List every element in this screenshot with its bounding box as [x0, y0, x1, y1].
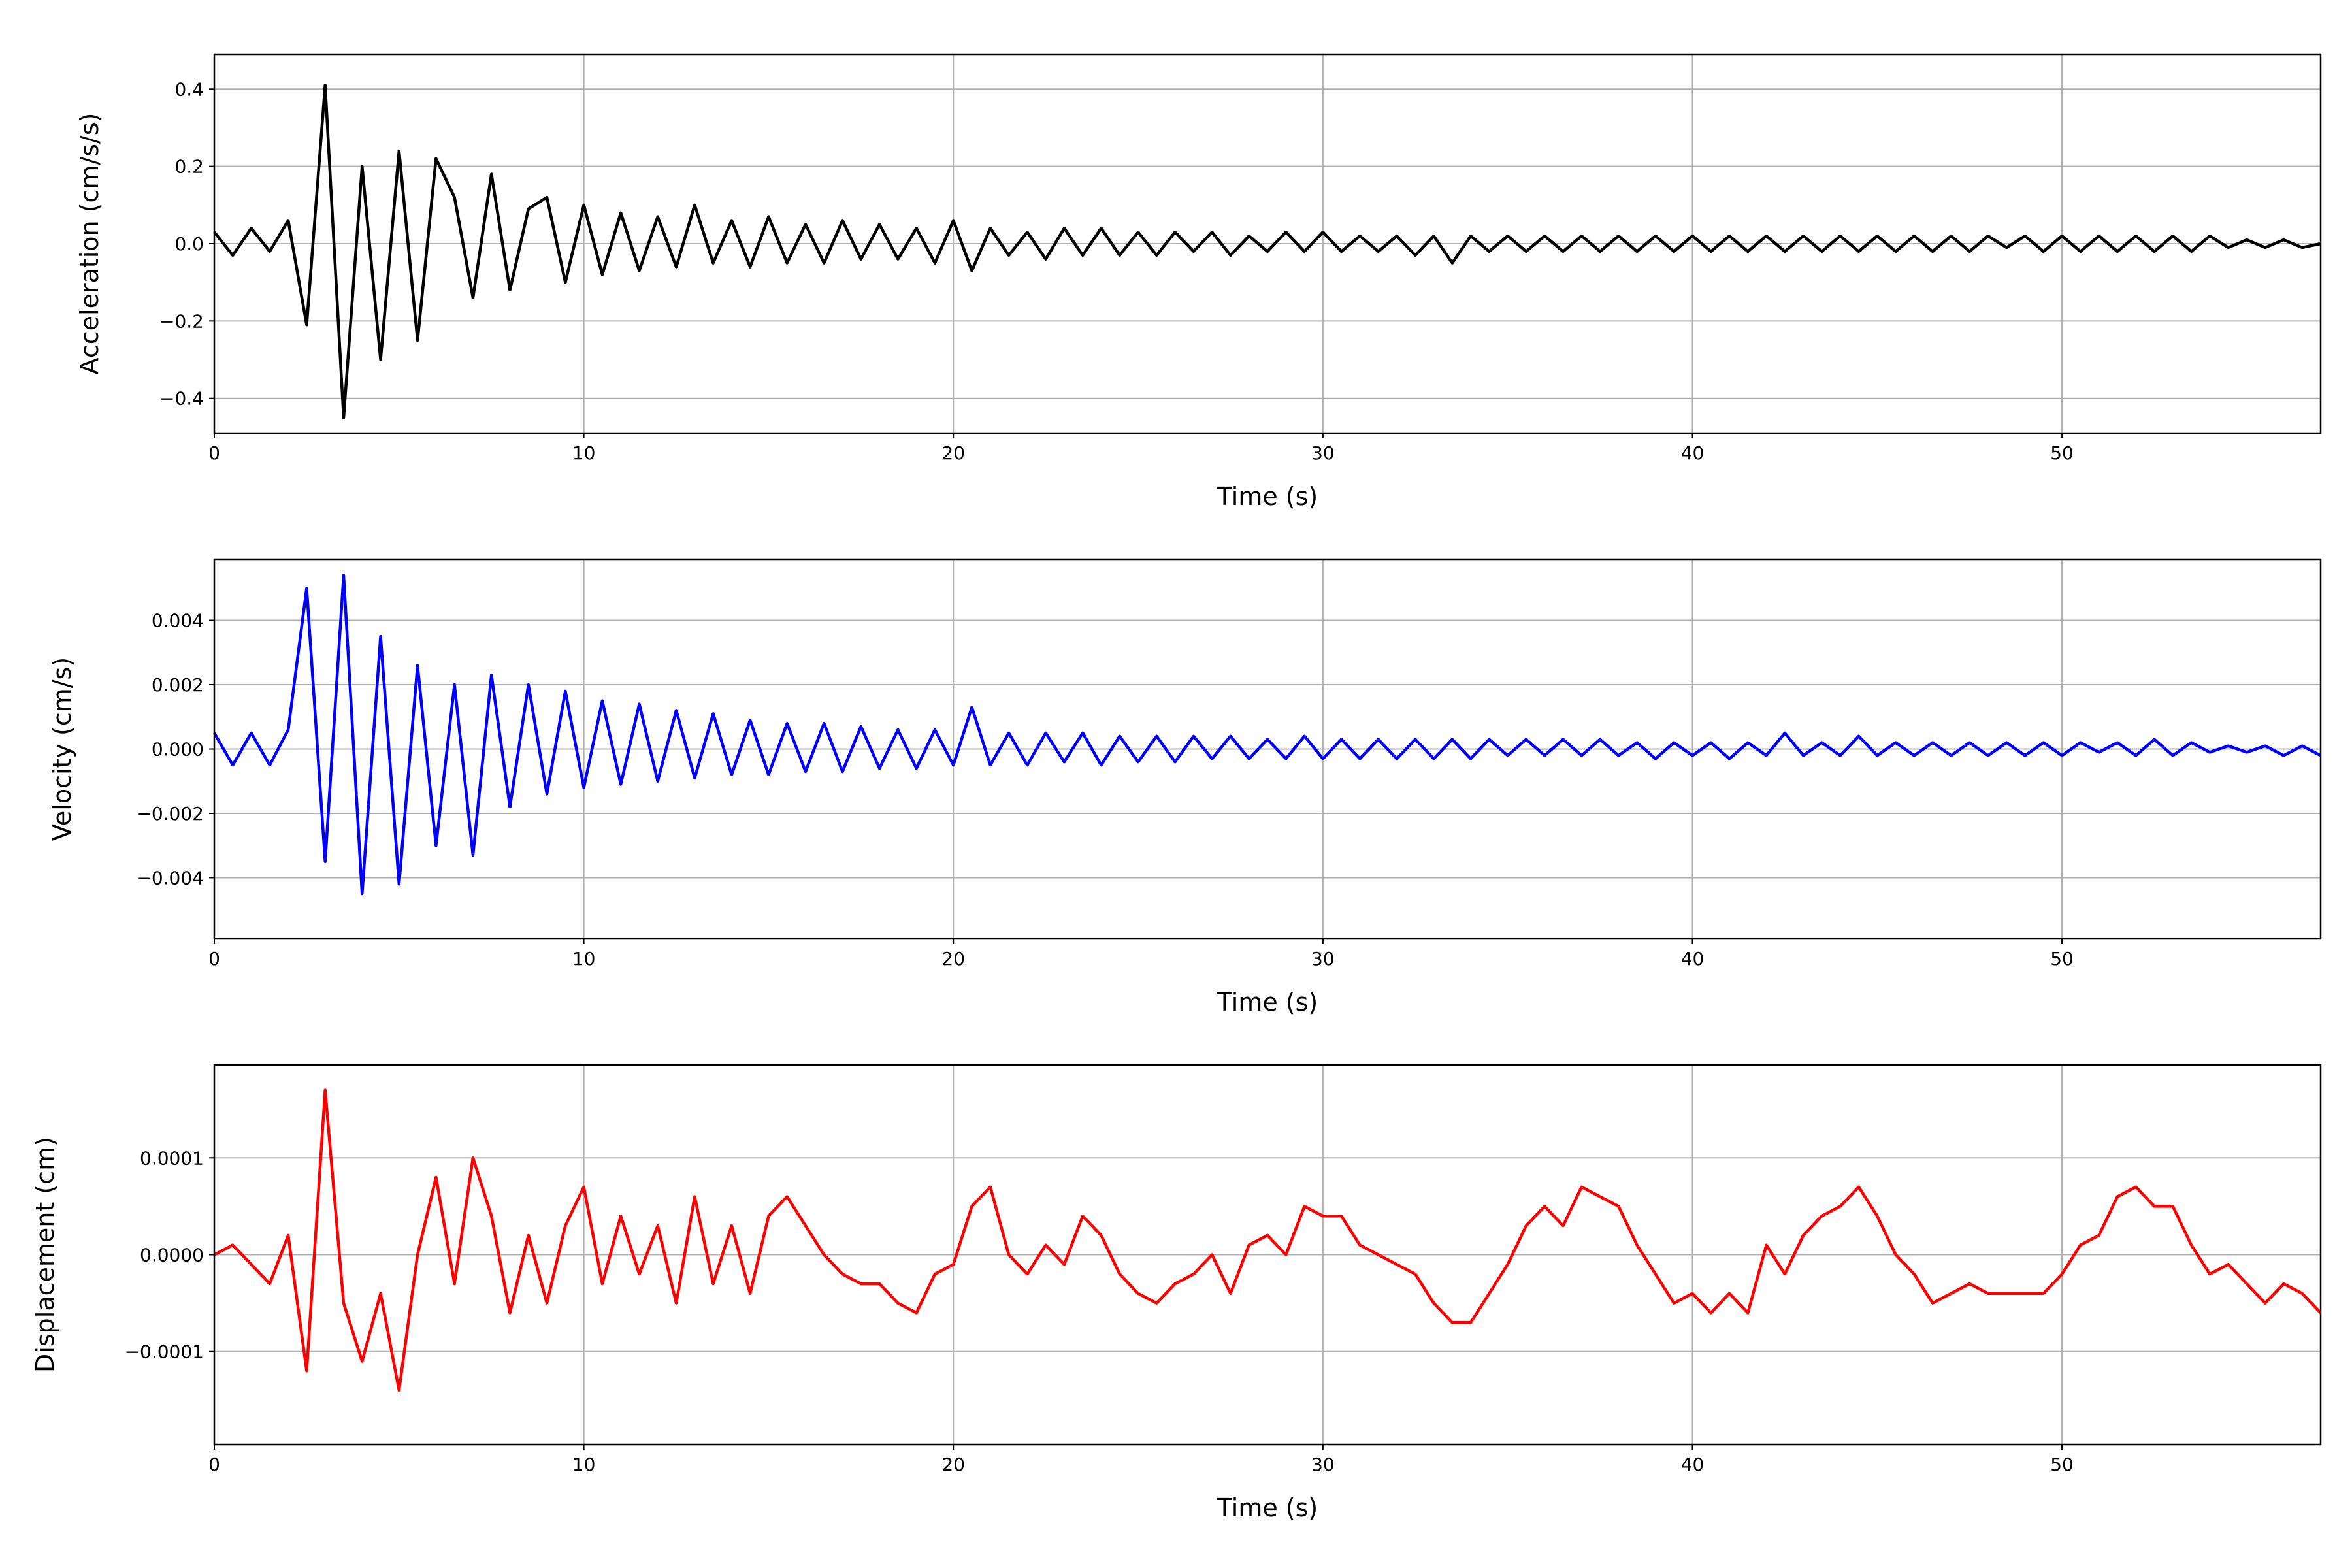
signal-line	[213, 574, 2322, 896]
x-tick-label: 30	[1311, 948, 1335, 970]
panel: 0 10 20 30 40 50 −0.0001 0.0000 0.0001 Time (s) Di…	[31, 1064, 2322, 1522]
y-axis-label: Acceleration (cm/s/s)	[75, 113, 104, 375]
panel: 0 10 20 30 40 50 −0.004 −0.002 0.000 0.002 0.004 Ti…	[48, 558, 2322, 1017]
x-tick-label: 40	[1681, 442, 1705, 464]
y-tick-label: 0.002	[152, 674, 204, 696]
y-tick-label: 0.000	[152, 739, 204, 760]
signal-line	[213, 84, 2321, 419]
x-tick-label: 40	[1681, 1454, 1705, 1475]
y-tick-label: −0.0001	[125, 1341, 204, 1363]
x-axis-label: Time (s)	[1217, 988, 1318, 1017]
x-tick-label: 0	[208, 948, 220, 970]
x-axis-label: Time (s)	[1217, 1494, 1318, 1522]
x-tick-label: 10	[572, 442, 596, 464]
y-tick-label: 0.2	[174, 156, 204, 178]
y-axis-label: Velocity (cm/s)	[48, 657, 76, 841]
axes-frame	[213, 1064, 2322, 1446]
y-tick-label: −0.4	[159, 388, 204, 410]
axes-frame	[213, 53, 2322, 434]
x-tick-label: 20	[941, 442, 965, 464]
x-tick-label: 30	[1311, 442, 1335, 464]
x-tick-label: 20	[941, 948, 965, 970]
x-tick-label: 0	[208, 442, 220, 464]
y-tick-label: 0.0000	[140, 1245, 204, 1266]
x-tick-label: 30	[1311, 1454, 1335, 1475]
y-tick-label: 0.004	[152, 610, 204, 632]
x-tick-label: 10	[572, 1454, 596, 1475]
axes-frame	[213, 558, 2322, 940]
y-tick-label: −0.004	[136, 867, 204, 889]
x-axis-label: Time (s)	[1217, 482, 1318, 511]
x-tick-label: 50	[2050, 442, 2074, 464]
y-tick-label: −0.2	[159, 310, 204, 332]
y-tick-label: 0.0	[174, 233, 204, 255]
y-tick-label: −0.002	[136, 803, 204, 825]
x-tick-label: 20	[941, 1454, 965, 1475]
x-tick-label: 50	[2050, 1454, 2074, 1475]
x-tick-label: 0	[208, 1454, 220, 1475]
x-tick-label: 50	[2050, 948, 2074, 970]
y-tick-label: 0.0001	[140, 1147, 204, 1169]
y-axis-label: Displacement (cm)	[31, 1137, 59, 1373]
x-tick-label: 10	[572, 948, 596, 970]
x-tick-label: 40	[1681, 948, 1705, 970]
signal-line	[213, 1088, 2322, 1392]
y-tick-label: 0.4	[174, 78, 204, 100]
panel: 0 10 20 30 40 50 −0.4 −0.2 0.0 0.2 0.4 Time (s) Acce…	[75, 53, 2322, 511]
